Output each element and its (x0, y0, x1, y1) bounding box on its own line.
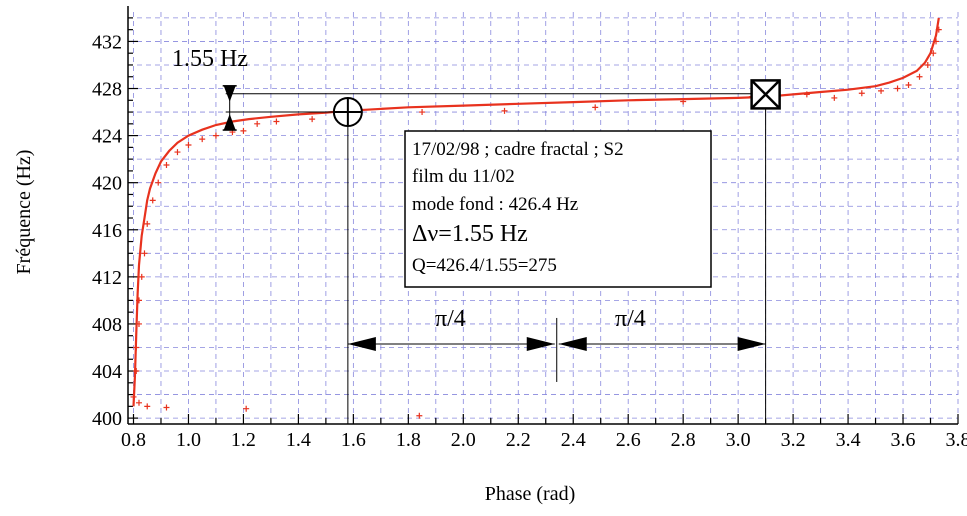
y-tick-label: 408 (92, 314, 122, 336)
info-line-4: Δν=1.55 Hz (412, 221, 528, 247)
x-tick-label: 1.6 (341, 429, 366, 451)
x-tick-label: 2.2 (506, 429, 531, 451)
data-point (933, 38, 940, 45)
data-point (930, 50, 937, 57)
circle-plus-cross (333, 98, 362, 127)
data-point (935, 26, 942, 33)
arrow-left-head-left (347, 336, 376, 351)
data-point (141, 250, 148, 257)
data-point (924, 61, 931, 68)
data-point (130, 393, 137, 400)
data-point (149, 197, 156, 204)
arrow-left-head-right (526, 336, 555, 351)
y-tick-label: 416 (92, 220, 122, 242)
y-axis-title: Fréquence (Hz) (13, 150, 35, 275)
data-point (680, 98, 687, 105)
x-tick-label: 3.2 (781, 429, 806, 451)
data-point (144, 403, 151, 410)
data-point (273, 118, 280, 125)
data-point (240, 127, 247, 134)
y-tick-label: 432 (92, 31, 122, 53)
data-point (501, 107, 508, 114)
data-point (878, 87, 885, 94)
y-tick-label: 428 (92, 79, 122, 101)
x-tick-label: 2.8 (671, 429, 696, 451)
data-point (133, 344, 140, 351)
info-box: 17/02/98 ; cadre fractal ; S2 film du 11… (404, 130, 712, 288)
annotation-layer (222, 79, 781, 424)
data-point (592, 104, 599, 111)
data-point (803, 91, 810, 98)
x-tick-label: 1.0 (176, 429, 201, 451)
x-tick-label: 3.0 (726, 429, 751, 451)
data-point (254, 120, 261, 127)
x-tick-label: 1.8 (396, 429, 421, 451)
data-point (905, 81, 912, 88)
data-point (174, 149, 181, 156)
data-point (416, 412, 423, 419)
arrow-right-label: π/4 (615, 306, 646, 332)
box-cross-x (750, 79, 781, 110)
x-tick-label: 3.6 (891, 429, 916, 451)
data-point (831, 94, 838, 101)
data-point (243, 405, 250, 412)
y-tick-label: 412 (92, 267, 122, 289)
data-point (212, 132, 219, 139)
x-tick-label: 3.4 (836, 429, 861, 451)
data-point (419, 109, 426, 116)
data-point (133, 368, 140, 375)
data-point (138, 273, 145, 280)
info-box-frame (404, 130, 712, 288)
y-tick-label: 400 (92, 408, 122, 430)
x-tick-label: 2.6 (616, 429, 641, 451)
y-tick-label: 404 (92, 361, 122, 383)
data-point (185, 142, 192, 149)
data-point (135, 399, 142, 406)
data-point (163, 162, 170, 169)
y-tick-label: 424 (92, 126, 122, 148)
data-point (135, 320, 142, 327)
data-point (144, 220, 151, 227)
x-tick-label: 0.8 (121, 429, 146, 451)
x-tick-label: 3.8 (946, 429, 967, 451)
x-tick-label: 1.4 (286, 429, 311, 451)
arrow-right-head-right (737, 336, 766, 351)
data-point (309, 116, 316, 123)
data-point (916, 73, 923, 80)
data-point (163, 404, 170, 411)
info-line-2: film du 11/02 (412, 166, 515, 187)
x-tick-label: 2.4 (561, 429, 586, 451)
ticks: 0.8 1.0 1.2 1.4 1.6 1.8 2.0 2.2 2.4 2.6 2.8 3.0 3.2 3… (92, 17, 967, 451)
x-tick-label: 1.2 (231, 429, 256, 451)
data-point (135, 297, 142, 304)
x-tick-label: 2.0 (451, 429, 476, 451)
info-line-1: 17/02/98 ; cadre fractal ; S2 (412, 139, 624, 160)
data-point (155, 179, 162, 186)
data-point (894, 85, 901, 92)
y-tick-label: 420 (92, 173, 122, 195)
arrow-right-head-left (558, 336, 587, 351)
info-line-5: Q=426.4/1.55=275 (412, 255, 557, 276)
data-point (858, 90, 865, 97)
axes (127, 6, 958, 425)
data-point (199, 136, 206, 143)
info-line-3: mode fond : 426.4 Hz (412, 194, 578, 215)
arrow-left-label: π/4 (435, 306, 466, 332)
x-axis-title: Phase (rad) (485, 483, 576, 505)
bandwidth-label: 1.55 Hz (172, 46, 248, 72)
